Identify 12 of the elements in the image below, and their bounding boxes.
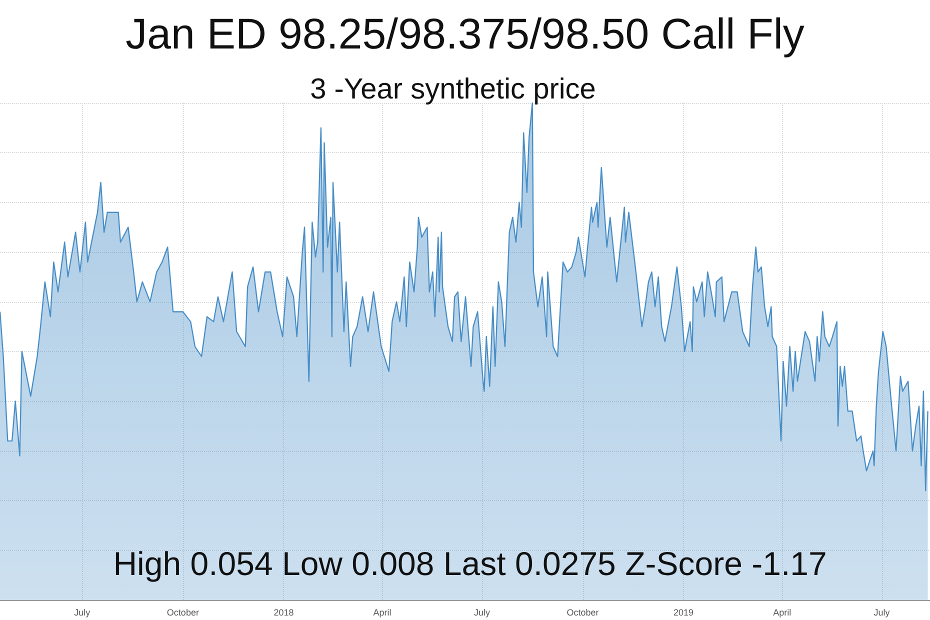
x-tick-label: April xyxy=(773,608,792,618)
annotation: High 0.054 Low 0.008 Last 0.0275 Z-Score -1.17 xyxy=(113,545,827,582)
chart-subtitle: 3 -Year synthetic price xyxy=(310,74,596,106)
x-tick-label: 2019 xyxy=(674,608,694,618)
x-tick-label: 2018 xyxy=(274,608,294,618)
x-tick-label: October xyxy=(166,608,199,618)
x-tick-label: July xyxy=(874,608,890,618)
x-tick-label: October xyxy=(566,608,599,618)
x-tick-label: April xyxy=(373,608,392,618)
x-tick-label: July xyxy=(474,608,490,618)
chart-title: Jan ED 98.25/98.375/98.50 Call Fly xyxy=(126,10,805,58)
x-tick-label: July xyxy=(74,608,91,618)
